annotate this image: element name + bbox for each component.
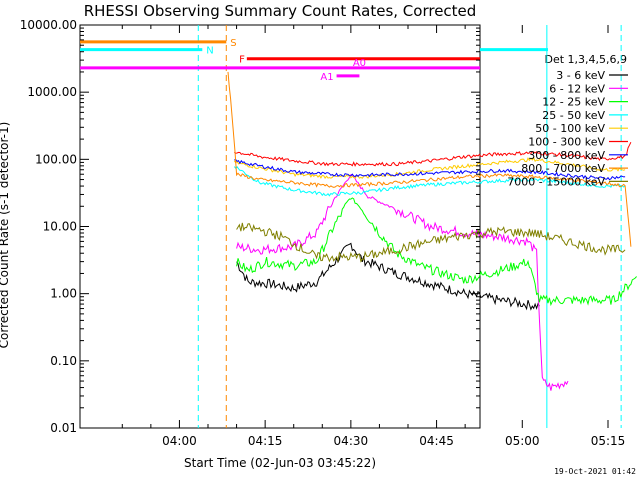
attenuator-label: A1 <box>320 72 333 83</box>
legend-entry-label: 12 - 25 keV <box>542 96 605 109</box>
legend-entry-label: 25 - 50 keV <box>542 109 605 122</box>
attenuator-label: S <box>230 38 236 49</box>
attenuator-label: A0 <box>353 58 366 69</box>
x-tick-label: 04:30 <box>334 434 369 448</box>
legend-entry-label: 7000 - 15000 keV <box>507 175 605 188</box>
footer-timestamp: 19-Oct-2021 01:42 <box>554 467 636 476</box>
x-tick-label: 04:15 <box>248 434 283 448</box>
legend-entry-label: 800 - 7000 keV <box>521 162 605 175</box>
series-line <box>236 197 637 307</box>
attenuator-label: F <box>239 55 245 66</box>
y-tick-label: 0.01 <box>50 421 77 435</box>
legend-title: Det 1,3,4,5,6,9 <box>544 53 627 66</box>
y-axis: 10000.00 1000.00 100.00 10.00 1.00 0.10 0.01 <box>20 18 480 435</box>
legend-entry-label: 300 - 800 keV <box>528 149 605 162</box>
series-line <box>236 174 569 391</box>
vertical-markers <box>197 25 622 428</box>
attenuator-label: N <box>206 46 213 57</box>
x-tick-label: 04:00 <box>162 434 197 448</box>
y-axis-label: Corrected Count Rate (s-1 detector-1) <box>0 122 11 349</box>
plot-frame <box>79 24 481 429</box>
x-tick-label: 05:00 <box>505 434 540 448</box>
series-lines <box>227 71 637 391</box>
x-axis-label: Start Time (02-Jun-03 03:45:22) <box>184 456 376 470</box>
y-tick-label: 1.00 <box>50 287 77 301</box>
y-tick-label: 10.00 <box>43 220 77 234</box>
y-tick-label: 100.00 <box>35 152 77 166</box>
x-tick-label: 05:15 <box>591 434 626 448</box>
attenuator-state-bars: S N F A0 A1 <box>80 38 548 83</box>
x-tick-label: 04:45 <box>419 434 454 448</box>
legend-entry-label: 3 - 6 keV <box>556 69 605 82</box>
series-line <box>233 141 632 167</box>
y-tick-label: 1000.00 <box>27 85 77 99</box>
legend-entry-label: 100 - 300 keV <box>528 136 605 149</box>
y-tick-label: 0.10 <box>50 354 77 368</box>
x-axis: 04:00 04:15 04:30 04:45 05:00 05:15 <box>121 25 626 448</box>
series-line <box>234 158 626 181</box>
series-line <box>233 166 626 197</box>
legend-entry-label: 6 - 12 keV <box>549 82 605 95</box>
legend-entry-label: 50 - 100 keV <box>535 122 605 135</box>
series-line <box>233 156 626 179</box>
series-line <box>236 242 540 311</box>
series-line <box>236 222 626 263</box>
chart-title: RHESSI Observing Summary Count Rates, Co… <box>84 2 477 20</box>
y-tick-label: 10000.00 <box>20 18 77 32</box>
series-line <box>227 71 632 247</box>
